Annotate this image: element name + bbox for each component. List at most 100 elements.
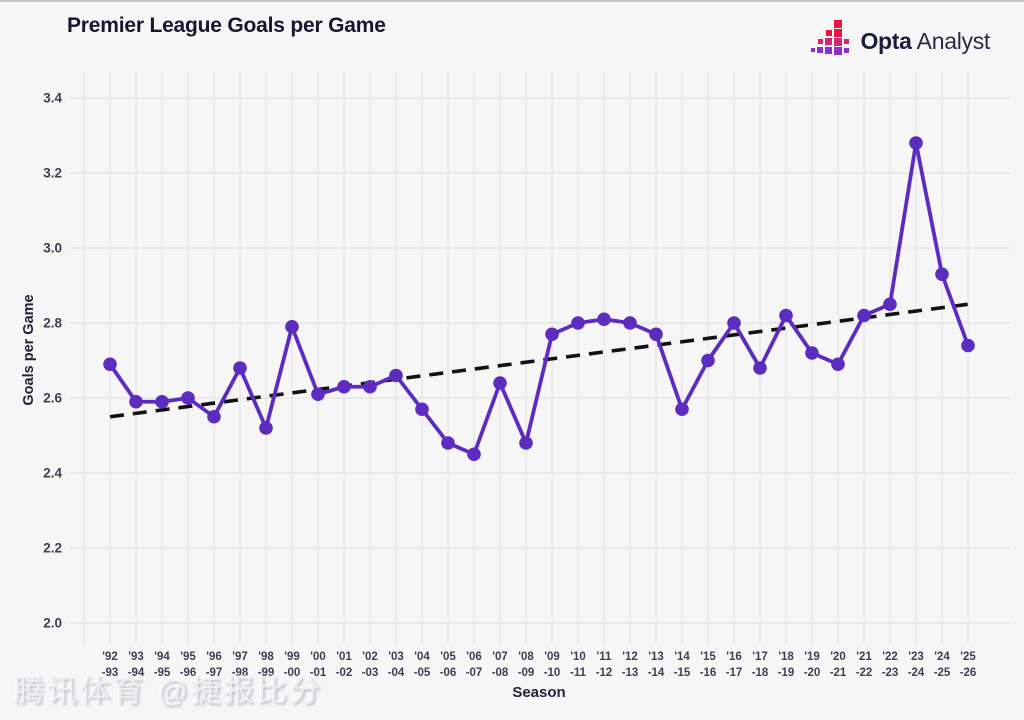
x-tick-label-top: '95 bbox=[180, 651, 196, 663]
data-point bbox=[649, 327, 663, 342]
data-point bbox=[935, 267, 949, 282]
x-tick-label-bottom: -10 bbox=[544, 667, 561, 679]
x-tick-label-bottom: -21 bbox=[830, 667, 847, 679]
data-point bbox=[363, 379, 377, 394]
data-point bbox=[389, 368, 403, 383]
x-tick-label-top: '22 bbox=[882, 651, 898, 663]
x-tick-label-top: '12 bbox=[622, 651, 638, 663]
x-tick-label-top: '09 bbox=[544, 651, 560, 663]
x-tick-label-top: '24 bbox=[934, 651, 950, 663]
x-tick-label-top: '93 bbox=[128, 651, 144, 663]
x-tick-label-top: '20 bbox=[830, 651, 846, 663]
x-tick-label-top: '98 bbox=[258, 651, 274, 663]
x-tick-label-bottom: -00 bbox=[284, 667, 301, 679]
data-point bbox=[285, 319, 299, 334]
x-tick-label-bottom: -07 bbox=[466, 667, 483, 679]
x-tick-label-bottom: -11 bbox=[570, 667, 587, 679]
x-tick-label-bottom: -25 bbox=[934, 667, 951, 679]
x-tick-label-top: '23 bbox=[908, 651, 924, 663]
x-tick-label-top: '16 bbox=[726, 651, 742, 663]
data-point bbox=[259, 421, 273, 435]
x-tick-label-bottom: -99 bbox=[258, 667, 275, 679]
data-point bbox=[441, 436, 455, 450]
x-tick-label-bottom: -06 bbox=[440, 667, 457, 679]
x-tick-label-top: '11 bbox=[597, 651, 612, 663]
data-point bbox=[233, 361, 247, 375]
data-point bbox=[909, 136, 923, 150]
y-tick-label: 3.0 bbox=[43, 241, 62, 256]
x-tick-label-bottom: -95 bbox=[154, 667, 171, 679]
data-point bbox=[571, 316, 585, 330]
x-tick-label-top: '94 bbox=[154, 651, 170, 663]
x-tick-label-bottom: -19 bbox=[778, 667, 795, 679]
x-tick-label-top: '08 bbox=[518, 651, 534, 663]
y-tick-label: 2.6 bbox=[43, 391, 62, 406]
x-tick-label-top: '00 bbox=[310, 651, 326, 663]
x-tick-label-top: '07 bbox=[492, 651, 508, 663]
x-tick-label-bottom: -20 bbox=[804, 667, 821, 679]
x-tick-label-bottom: -97 bbox=[206, 667, 223, 679]
x-tick-label-bottom: -16 bbox=[700, 667, 717, 679]
x-tick-label-bottom: -03 bbox=[362, 667, 379, 679]
opta-analyst-logo: Opta Analyst bbox=[810, 20, 990, 62]
data-point bbox=[805, 346, 819, 360]
y-tick-label: 3.4 bbox=[43, 91, 62, 106]
x-tick-label-bottom: -01 bbox=[310, 667, 327, 679]
x-tick-label-top: '92 bbox=[102, 651, 118, 663]
data-point bbox=[181, 391, 195, 405]
y-tick-label: 2.0 bbox=[43, 616, 62, 631]
x-tick-label-bottom: -08 bbox=[492, 667, 509, 679]
x-tick-label-top: '02 bbox=[362, 651, 378, 663]
x-axis-title: Season bbox=[512, 684, 566, 701]
goals-series-line bbox=[108, 141, 970, 457]
y-tick-label: 2.4 bbox=[43, 466, 62, 481]
page-title: Premier League Goals per Game bbox=[67, 14, 386, 37]
data-point bbox=[883, 297, 897, 312]
opta-pixel-bars-icon bbox=[810, 20, 851, 62]
x-tick-label-top: '96 bbox=[206, 651, 222, 663]
x-tick-label-top: '97 bbox=[232, 651, 248, 663]
x-tick-label-bottom: -17 bbox=[726, 667, 743, 679]
x-tick-label-bottom: -94 bbox=[128, 667, 145, 679]
x-tick-label-bottom: -98 bbox=[232, 667, 249, 679]
x-tick-label-top: '18 bbox=[778, 651, 794, 663]
x-tick-label-top: '06 bbox=[466, 651, 482, 663]
data-point bbox=[779, 308, 793, 323]
x-tick-label-top: '14 bbox=[674, 651, 690, 663]
x-tick-label-bottom: -24 bbox=[908, 667, 925, 679]
x-tick-label-top: '99 bbox=[284, 651, 300, 663]
data-point bbox=[623, 316, 637, 330]
x-tick-label-top: '01 bbox=[336, 651, 352, 663]
x-tick-label-top: '17 bbox=[752, 651, 768, 663]
data-point bbox=[545, 327, 559, 342]
x-tick-label-bottom: -22 bbox=[856, 667, 873, 679]
data-point bbox=[103, 357, 117, 372]
data-point bbox=[961, 338, 975, 353]
x-tick-label-top: '10 bbox=[570, 651, 586, 663]
x-tick-label-bottom: -05 bbox=[414, 667, 431, 679]
x-tick-label-top: '04 bbox=[414, 651, 430, 663]
x-tick-label-bottom: -18 bbox=[752, 667, 769, 679]
x-tick-label-top: '25 bbox=[960, 651, 976, 663]
x-tick-label-bottom: -96 bbox=[180, 667, 197, 679]
x-tick-label-top: '21 bbox=[856, 651, 872, 663]
y-tick-label: 3.2 bbox=[43, 166, 62, 181]
data-point bbox=[207, 409, 221, 424]
x-tick-label-top: '05 bbox=[440, 651, 456, 663]
data-point bbox=[311, 387, 325, 402]
logo-text-opta: Opta bbox=[860, 27, 912, 54]
x-tick-label-bottom: -13 bbox=[622, 667, 639, 679]
data-point bbox=[493, 376, 507, 390]
data-point bbox=[155, 394, 169, 409]
x-tick-label-top: '19 bbox=[804, 651, 820, 663]
y-tick-label: 2.8 bbox=[43, 316, 62, 331]
x-tick-label-bottom: -02 bbox=[336, 667, 353, 679]
x-tick-label-bottom: -09 bbox=[518, 667, 535, 679]
x-tick-label-bottom: -15 bbox=[674, 667, 691, 679]
data-point bbox=[337, 379, 351, 394]
x-tick-label-bottom: -04 bbox=[388, 667, 405, 679]
x-tick-label-bottom: -93 bbox=[102, 667, 119, 679]
x-tick-label-top: '13 bbox=[648, 651, 664, 663]
